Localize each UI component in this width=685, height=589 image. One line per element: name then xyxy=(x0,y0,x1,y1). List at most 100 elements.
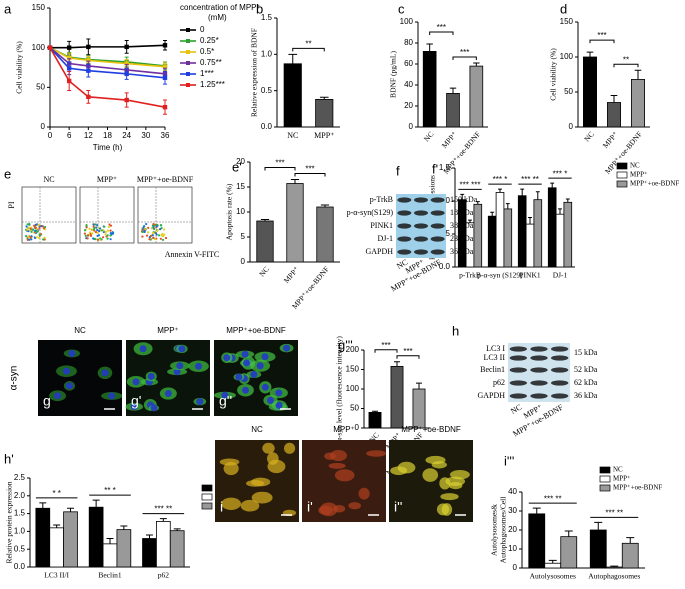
size-label: 150 kDa xyxy=(450,195,478,204)
protein-label: p-α-syn(S129) xyxy=(347,208,394,217)
bar xyxy=(88,506,104,568)
y-axis-label: Relative protein expression xyxy=(5,481,14,563)
error-bar xyxy=(39,502,47,509)
event-dot xyxy=(102,229,105,232)
significance: *** * xyxy=(553,169,568,178)
cell xyxy=(251,477,271,487)
event-dot xyxy=(102,230,105,234)
event-dot xyxy=(96,231,99,234)
event-dot xyxy=(159,237,162,240)
y-tick-label: 10 xyxy=(508,544,517,553)
legend-marker xyxy=(186,50,190,54)
panel-label: h xyxy=(452,323,459,338)
y-tick-label: 1.5 xyxy=(14,509,26,518)
nucleus xyxy=(241,350,249,358)
panel-label: b xyxy=(256,1,263,16)
y-axis-label: Cell viability (%) xyxy=(549,48,558,101)
stain-label: α-syn xyxy=(9,366,20,391)
bar xyxy=(116,529,132,568)
event-dot xyxy=(100,229,104,232)
marker xyxy=(86,58,91,63)
x-tick-label: MPP⁺ xyxy=(314,131,334,140)
cell xyxy=(221,497,241,510)
error-bar xyxy=(535,191,540,200)
event-dot xyxy=(91,228,94,231)
x-tick-label: LC3 II/I xyxy=(44,571,69,580)
event-dot xyxy=(146,231,150,234)
event-dot xyxy=(156,229,159,233)
event-dot xyxy=(89,234,93,237)
bar xyxy=(169,530,185,568)
image-title: NC xyxy=(74,326,86,335)
event-dot xyxy=(84,234,87,237)
x-tick-label: MPP⁺ xyxy=(282,265,301,285)
x-tick-label: NC xyxy=(287,131,298,140)
flow-plot xyxy=(21,186,77,244)
band xyxy=(397,223,412,229)
nucleus xyxy=(235,373,243,381)
panel-label: g xyxy=(43,393,51,409)
error-bar xyxy=(498,188,502,193)
bar xyxy=(563,201,573,268)
bar xyxy=(102,543,118,568)
event-dot xyxy=(39,234,42,237)
bar xyxy=(547,187,557,268)
legend-label: 1*** xyxy=(200,69,214,78)
protein-label: LC3 II xyxy=(483,353,505,362)
marker xyxy=(66,78,72,84)
protein-label: LC3 I xyxy=(486,344,505,353)
bar xyxy=(583,56,598,128)
event-dot xyxy=(34,226,37,229)
legend-swatch xyxy=(616,171,628,179)
size-label: 23 kDa xyxy=(450,234,474,243)
event-dot xyxy=(42,227,46,230)
size-label: 18 kDa xyxy=(450,208,474,217)
cell xyxy=(441,503,453,516)
error-bar xyxy=(594,521,603,530)
event-dot xyxy=(43,238,46,241)
legend-label: 0.25* xyxy=(200,36,219,45)
cell xyxy=(328,462,346,469)
event-dot xyxy=(37,224,40,227)
nucleus xyxy=(242,359,250,367)
bar xyxy=(605,566,623,569)
error-bar xyxy=(565,198,570,203)
x-axis-label: Time (h) xyxy=(93,143,123,152)
event-dot xyxy=(26,228,29,231)
event-dot xyxy=(151,231,155,234)
bar xyxy=(390,365,404,429)
nucleus xyxy=(256,362,264,370)
y-axis-label: Apoptosis rate (%) xyxy=(225,183,234,240)
significance: *** ** xyxy=(154,505,172,514)
event-dot xyxy=(154,237,157,241)
y-tick-label: 0 xyxy=(569,122,574,131)
panel-label: c xyxy=(398,1,405,16)
nucleus xyxy=(178,345,186,353)
image-title: MPP⁺+oe-BDNF xyxy=(401,425,461,434)
error-bar xyxy=(415,382,423,389)
panel-label: i xyxy=(220,499,223,515)
cell xyxy=(240,499,260,512)
event-dot xyxy=(85,226,88,229)
bar xyxy=(533,199,543,268)
significance-bracket xyxy=(292,47,325,52)
nucleus xyxy=(68,349,76,357)
band xyxy=(430,236,445,242)
marker xyxy=(66,66,72,71)
x-tick-label: NC xyxy=(582,130,596,144)
cell xyxy=(422,468,439,482)
event-dot xyxy=(141,230,144,234)
y-tick-label: 0.0 xyxy=(439,262,451,271)
cell xyxy=(440,493,459,501)
bar xyxy=(528,513,546,569)
x-tick-label: p62 xyxy=(158,571,170,580)
image-title: NC xyxy=(251,425,263,434)
significance: *** xyxy=(597,31,606,40)
legend-label: 0 xyxy=(200,25,205,34)
band xyxy=(509,393,528,399)
error-bar xyxy=(319,96,329,100)
marker xyxy=(86,44,91,50)
cell xyxy=(319,502,338,517)
significance: ** xyxy=(623,55,629,64)
event-dot xyxy=(32,224,36,227)
